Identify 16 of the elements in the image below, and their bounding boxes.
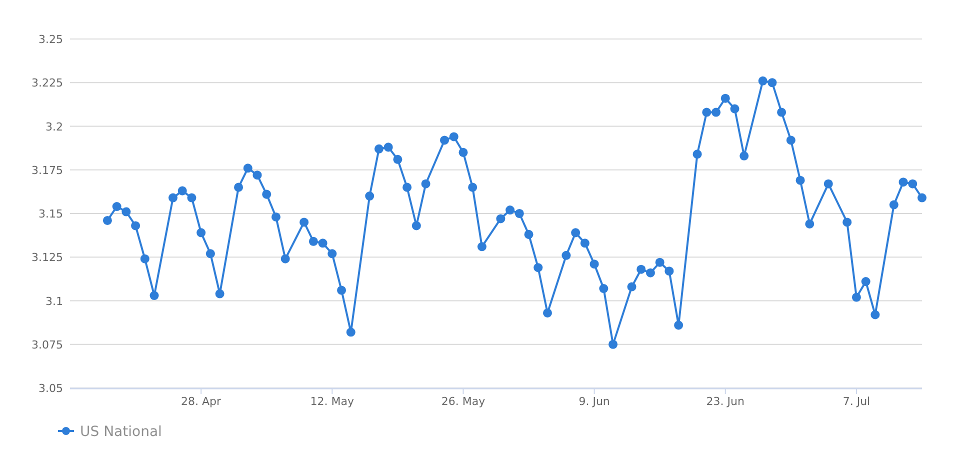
x-tick-label: 12. May xyxy=(310,395,355,408)
x-tick-label: 26. May xyxy=(441,395,486,408)
legend-label: US National xyxy=(80,424,162,440)
y-tick-label: 3.075 xyxy=(32,338,63,352)
y-tick-label: 3.15 xyxy=(38,208,63,220)
x-tick-label: 7. Jul xyxy=(842,395,870,408)
y-tick-label: 3.1 xyxy=(46,294,63,308)
x-tick-label: 23. Jun xyxy=(706,395,744,408)
y-tick-label: 3.2 xyxy=(46,120,63,134)
y-tick-label: 3.225 xyxy=(32,76,63,90)
y-tick-label: 3.05 xyxy=(38,382,63,395)
x-tick-label: 9. Jun xyxy=(578,395,610,408)
x-tick-label: 28. Apr xyxy=(181,395,222,408)
y-tick-label: 3.125 xyxy=(32,251,63,264)
y-tick-label: 3.25 xyxy=(38,33,63,46)
y-tick-label: 3.175 xyxy=(32,164,63,177)
